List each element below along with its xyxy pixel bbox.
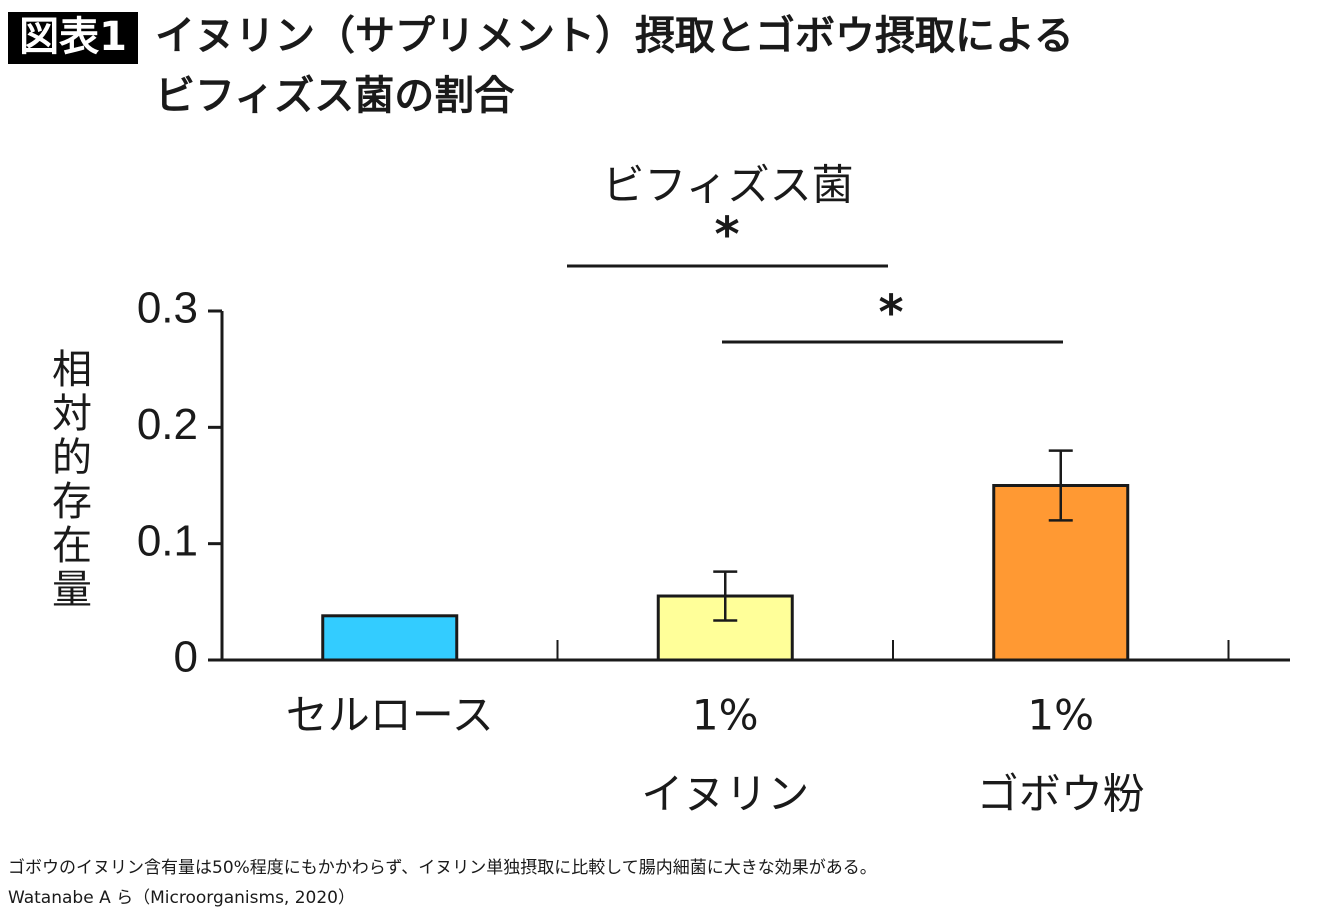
x-tick-label: ゴボウ粉 [977,770,1145,819]
significance-mark: * [878,285,903,341]
badge-bg [8,12,138,64]
bar [992,484,1130,662]
footnote: ゴボウのイヌリン含有量は50%程度にもかかわらず、イヌリン単独摂取に比較して腸内… [8,857,877,878]
x-tick-label: 1% [692,691,759,740]
title-line: イヌリン（サプリメント）摂取とゴボウ摂取による [155,13,1074,59]
y-tick-label: 0.2 [137,400,198,449]
bar [656,594,794,662]
y-tick-label: 0.3 [137,284,198,333]
y-axis-label: 相対的存在量 [45,348,91,612]
y-tick-label: 0 [174,633,198,682]
chart-title: ビフィズス菌 [602,161,853,210]
title-line: ビフィズス菌の割合 [155,73,515,119]
bar [321,614,459,662]
footnote: Watanabe A ら（Microorganisms, 2020） [8,888,355,908]
x-tick-label: セルロース [286,691,494,740]
significance-mark: * [714,207,739,263]
badge: 図表1 [19,14,127,60]
x-tick-label: 1% [1027,691,1094,740]
x-tick-label: イヌリン [641,770,809,819]
y-tick-label: 0.1 [137,516,198,565]
